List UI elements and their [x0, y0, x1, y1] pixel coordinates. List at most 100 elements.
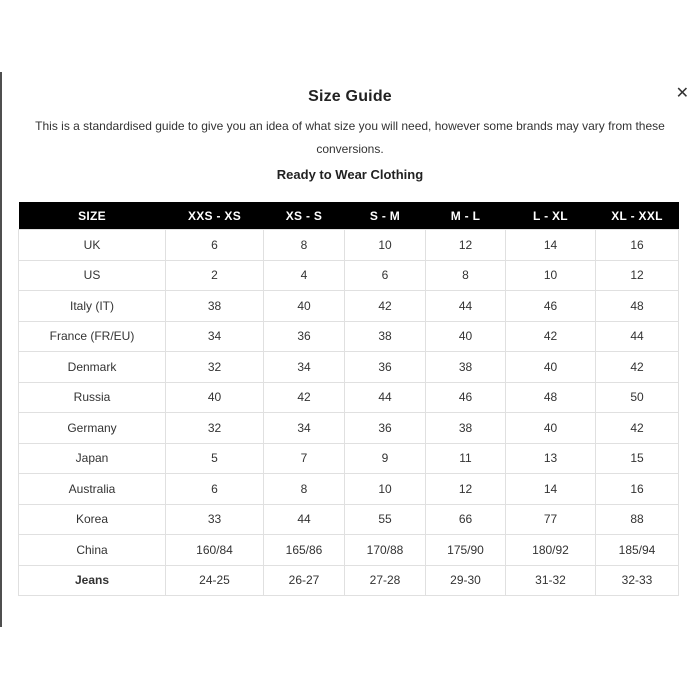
- row-label: China: [18, 534, 166, 566]
- column-header: XL - XXL: [595, 202, 679, 230]
- column-header: L - XL: [505, 202, 596, 230]
- row-label: Russia: [18, 381, 166, 413]
- size-cell: 42: [595, 351, 679, 383]
- size-cell: 16: [595, 229, 679, 261]
- size-cell: 12: [425, 229, 506, 261]
- size-cell: 170/88: [344, 534, 426, 566]
- table-row: France (FR/EU) 34 36 38 40 42 44: [18, 320, 679, 352]
- size-table-body: UK 6 8 10 12 14 16 US 2 4 6 8 10 12 Italy (IT) 38 40 42 44…: [18, 229, 679, 596]
- size-cell: 40: [505, 412, 596, 444]
- size-cell: 10: [505, 259, 596, 291]
- size-cell: 40: [165, 381, 264, 413]
- table-row: Australia 6 8 10 12 14 16: [18, 473, 679, 505]
- table-row: Japan 5 7 9 11 13 15: [18, 442, 679, 474]
- table-row: UK 6 8 10 12 14 16: [18, 229, 679, 261]
- row-label: US: [18, 259, 166, 291]
- size-cell: 66: [425, 503, 506, 535]
- size-cell: 26-27: [263, 564, 345, 596]
- size-cell: 34: [165, 320, 264, 352]
- table-row: China 160/84 165/86 170/88 175/90 180/92 185/9…: [18, 534, 679, 566]
- size-cell: 44: [344, 381, 426, 413]
- row-label: Japan: [18, 442, 166, 474]
- size-cell: 33: [165, 503, 264, 535]
- close-icon: ✕: [675, 83, 689, 102]
- size-cell: 32-33: [595, 564, 679, 596]
- size-cell: 8: [263, 473, 345, 505]
- column-header: S - M: [344, 202, 426, 230]
- row-label: Germany: [18, 412, 166, 444]
- column-header: XS - S: [263, 202, 345, 230]
- size-cell: 10: [344, 229, 426, 261]
- size-cell: 7: [263, 442, 345, 474]
- row-label: Australia: [18, 473, 166, 505]
- column-header: M - L: [425, 202, 506, 230]
- table-row: Russia 40 42 44 46 48 50: [18, 381, 679, 413]
- table-row: Jeans 24-25 26-27 27-28 29-30 31-32 32-33: [18, 564, 679, 596]
- modal-description-text: This is a standardised guide to give you…: [35, 119, 665, 156]
- row-label: Korea: [18, 503, 166, 535]
- size-cell: 10: [344, 473, 426, 505]
- size-cell: 36: [344, 412, 426, 444]
- size-cell: 32: [165, 351, 264, 383]
- size-cell: 4: [263, 259, 345, 291]
- size-cell: 38: [425, 351, 506, 383]
- size-cell: 44: [595, 320, 679, 352]
- size-cell: 2: [165, 259, 264, 291]
- row-label: France (FR/EU): [18, 320, 166, 352]
- column-header: XXS - XS: [165, 202, 264, 230]
- size-cell: 12: [595, 259, 679, 291]
- size-cell: 27-28: [344, 564, 426, 596]
- size-cell: 8: [263, 229, 345, 261]
- row-label: Italy (IT): [18, 290, 166, 322]
- row-label: UK: [18, 229, 166, 261]
- size-cell: 48: [595, 290, 679, 322]
- size-cell: 36: [263, 320, 345, 352]
- size-cell: 29-30: [425, 564, 506, 596]
- size-cell: 180/92: [505, 534, 596, 566]
- page-title: Size Guide: [308, 88, 392, 105]
- size-cell: 50: [595, 381, 679, 413]
- table-row: Korea 33 44 55 66 77 88: [18, 503, 679, 535]
- size-cell: 34: [263, 351, 345, 383]
- size-cell: 44: [425, 290, 506, 322]
- size-cell: 8: [425, 259, 506, 291]
- size-cell: 38: [344, 320, 426, 352]
- size-cell: 165/86: [263, 534, 345, 566]
- size-cell: 31-32: [505, 564, 596, 596]
- size-cell: 42: [595, 412, 679, 444]
- size-cell: 40: [505, 351, 596, 383]
- table-row: Italy (IT) 38 40 42 44 46 48: [18, 290, 679, 322]
- size-cell: 160/84: [165, 534, 264, 566]
- size-cell: 13: [505, 442, 596, 474]
- close-button[interactable]: ✕: [674, 83, 691, 103]
- size-cell: 5: [165, 442, 264, 474]
- size-cell: 6: [344, 259, 426, 291]
- row-label: Jeans: [18, 564, 166, 596]
- column-header: SIZE: [18, 202, 166, 230]
- size-cell: 175/90: [425, 534, 506, 566]
- size-cell: 12: [425, 473, 506, 505]
- size-cell: 40: [425, 320, 506, 352]
- size-cell: 42: [263, 381, 345, 413]
- size-cell: 46: [505, 290, 596, 322]
- size-cell: 48: [505, 381, 596, 413]
- size-cell: 38: [425, 412, 506, 444]
- size-cell: 55: [344, 503, 426, 535]
- size-cell: 34: [263, 412, 345, 444]
- size-cell: 46: [425, 381, 506, 413]
- size-cell: 11: [425, 442, 506, 474]
- size-cell: 42: [505, 320, 596, 352]
- size-cell: 77: [505, 503, 596, 535]
- size-cell: 15: [595, 442, 679, 474]
- table-row: Germany 32 34 36 38 40 42: [18, 412, 679, 444]
- table-row: US 2 4 6 8 10 12: [18, 259, 679, 291]
- size-cell: 6: [165, 473, 264, 505]
- size-cell: 9: [344, 442, 426, 474]
- row-label: Denmark: [18, 351, 166, 383]
- size-cell: 88: [595, 503, 679, 535]
- size-cell: 38: [165, 290, 264, 322]
